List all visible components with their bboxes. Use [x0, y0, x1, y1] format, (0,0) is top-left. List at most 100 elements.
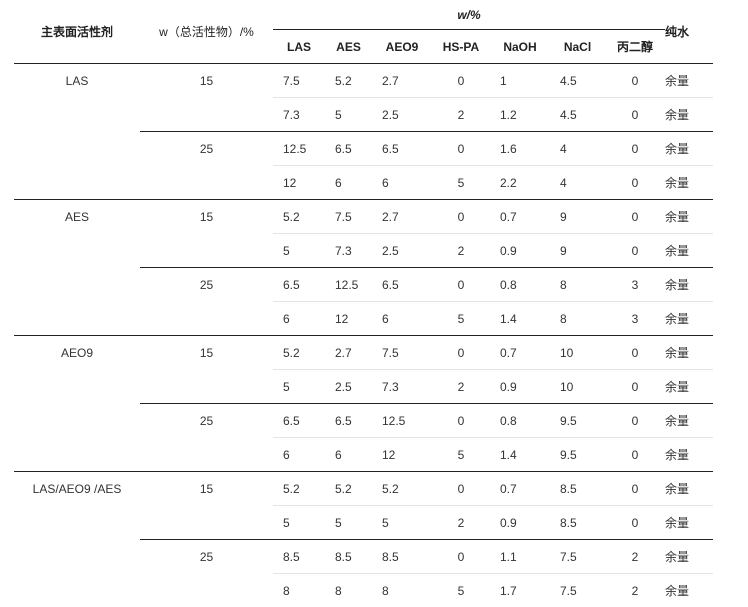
header-w-percent: w/% — [273, 0, 665, 30]
value-cell: 7.5 — [550, 574, 605, 607]
value-cell: 0 — [432, 200, 490, 234]
total-active-cell: 15 — [140, 64, 273, 132]
value-cell: 0.9 — [490, 370, 550, 404]
value-cell: 5 — [325, 506, 372, 540]
value-cell: 0 — [432, 472, 490, 506]
value-cell: 0.9 — [490, 234, 550, 268]
value-cell: 1.4 — [490, 438, 550, 472]
value-cell: 1.4 — [490, 302, 550, 336]
value-cell: 5 — [273, 234, 325, 268]
total-active-cell: 25 — [140, 132, 273, 200]
water-cell: 余量 — [665, 404, 713, 438]
value-cell: 6 — [325, 438, 372, 472]
header-total-active: w（总活性物）/% — [140, 0, 273, 64]
value-cell: 12.5 — [372, 404, 432, 438]
value-cell: 9.5 — [550, 404, 605, 438]
header-col-1: AES — [325, 30, 372, 64]
header-col-4: NaOH — [490, 30, 550, 64]
value-cell: 0 — [432, 404, 490, 438]
value-cell: 4.5 — [550, 98, 605, 132]
value-cell: 5.2 — [372, 472, 432, 506]
value-cell: 8.5 — [372, 540, 432, 574]
value-cell: 0 — [605, 472, 665, 506]
value-cell: 12 — [325, 302, 372, 336]
value-cell: 2.7 — [372, 200, 432, 234]
value-cell: 9 — [550, 200, 605, 234]
water-cell: 余量 — [665, 336, 713, 370]
water-cell: 余量 — [665, 166, 713, 200]
value-cell: 6 — [372, 166, 432, 200]
value-cell: 0 — [432, 336, 490, 370]
value-cell: 8 — [550, 268, 605, 302]
value-cell: 7.3 — [372, 370, 432, 404]
value-cell: 5.2 — [273, 336, 325, 370]
total-active-cell: 15 — [140, 472, 273, 540]
water-cell: 余量 — [665, 540, 713, 574]
value-cell: 2.5 — [372, 234, 432, 268]
header-water: 纯水 — [665, 0, 713, 64]
total-active-cell: 25 — [140, 540, 273, 607]
value-cell: 10 — [550, 370, 605, 404]
value-cell: 8 — [325, 574, 372, 607]
value-cell: 12.5 — [273, 132, 325, 166]
water-cell: 余量 — [665, 234, 713, 268]
value-cell: 12.5 — [325, 268, 372, 302]
value-cell: 0 — [605, 336, 665, 370]
value-cell: 0 — [605, 98, 665, 132]
value-cell: 8 — [273, 574, 325, 607]
value-cell: 0 — [432, 64, 490, 98]
value-cell: 0.7 — [490, 200, 550, 234]
header-surfactant: 主表面活性剂 — [14, 0, 140, 64]
water-cell: 余量 — [665, 370, 713, 404]
header-col-0: LAS — [273, 30, 325, 64]
value-cell: 1 — [490, 64, 550, 98]
value-cell: 6.5 — [372, 132, 432, 166]
value-cell: 8.5 — [550, 506, 605, 540]
header-col-5: NaCl — [550, 30, 605, 64]
surfactant-cell: LAS/AEO9 /AES — [14, 472, 140, 607]
water-cell: 余量 — [665, 506, 713, 540]
value-cell: 7.5 — [273, 64, 325, 98]
total-active-cell: 15 — [140, 336, 273, 404]
value-cell: 0 — [432, 540, 490, 574]
value-cell: 8.5 — [550, 472, 605, 506]
value-cell: 10 — [550, 336, 605, 370]
value-cell: 0 — [605, 132, 665, 166]
value-cell: 8 — [550, 302, 605, 336]
surfactant-cell: AEO9 — [14, 336, 140, 472]
value-cell: 0.8 — [490, 268, 550, 302]
value-cell: 0 — [605, 64, 665, 98]
value-cell: 0.7 — [490, 472, 550, 506]
value-cell: 5 — [432, 438, 490, 472]
water-cell: 余量 — [665, 574, 713, 607]
value-cell: 1.7 — [490, 574, 550, 607]
value-cell: 5 — [372, 506, 432, 540]
value-cell: 2.5 — [372, 98, 432, 132]
value-cell: 2 — [605, 540, 665, 574]
value-cell: 6.5 — [325, 404, 372, 438]
value-cell: 8 — [372, 574, 432, 607]
water-cell: 余量 — [665, 64, 713, 98]
value-cell: 2 — [432, 234, 490, 268]
water-cell: 余量 — [665, 438, 713, 472]
value-cell: 2 — [432, 506, 490, 540]
value-cell: 7.5 — [372, 336, 432, 370]
value-cell: 6.5 — [273, 268, 325, 302]
value-cell: 7.3 — [273, 98, 325, 132]
value-cell: 5.2 — [325, 472, 372, 506]
total-active-cell: 15 — [140, 200, 273, 268]
value-cell: 0 — [605, 234, 665, 268]
water-cell: 余量 — [665, 98, 713, 132]
value-cell: 2 — [432, 98, 490, 132]
value-cell: 4 — [550, 132, 605, 166]
value-cell: 7.3 — [325, 234, 372, 268]
value-cell: 7.5 — [550, 540, 605, 574]
value-cell: 0 — [432, 268, 490, 302]
value-cell: 5.2 — [273, 472, 325, 506]
value-cell: 5 — [432, 574, 490, 607]
water-cell: 余量 — [665, 268, 713, 302]
value-cell: 6.5 — [273, 404, 325, 438]
